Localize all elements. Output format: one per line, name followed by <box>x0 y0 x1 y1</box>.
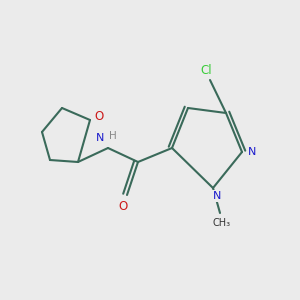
Text: O: O <box>94 110 103 122</box>
Text: N: N <box>248 147 256 157</box>
Text: N: N <box>96 133 104 143</box>
Text: O: O <box>118 200 127 212</box>
Text: CH₃: CH₃ <box>213 218 231 228</box>
Text: Cl: Cl <box>200 64 212 76</box>
Text: N: N <box>213 191 221 201</box>
Text: H: H <box>109 131 117 141</box>
